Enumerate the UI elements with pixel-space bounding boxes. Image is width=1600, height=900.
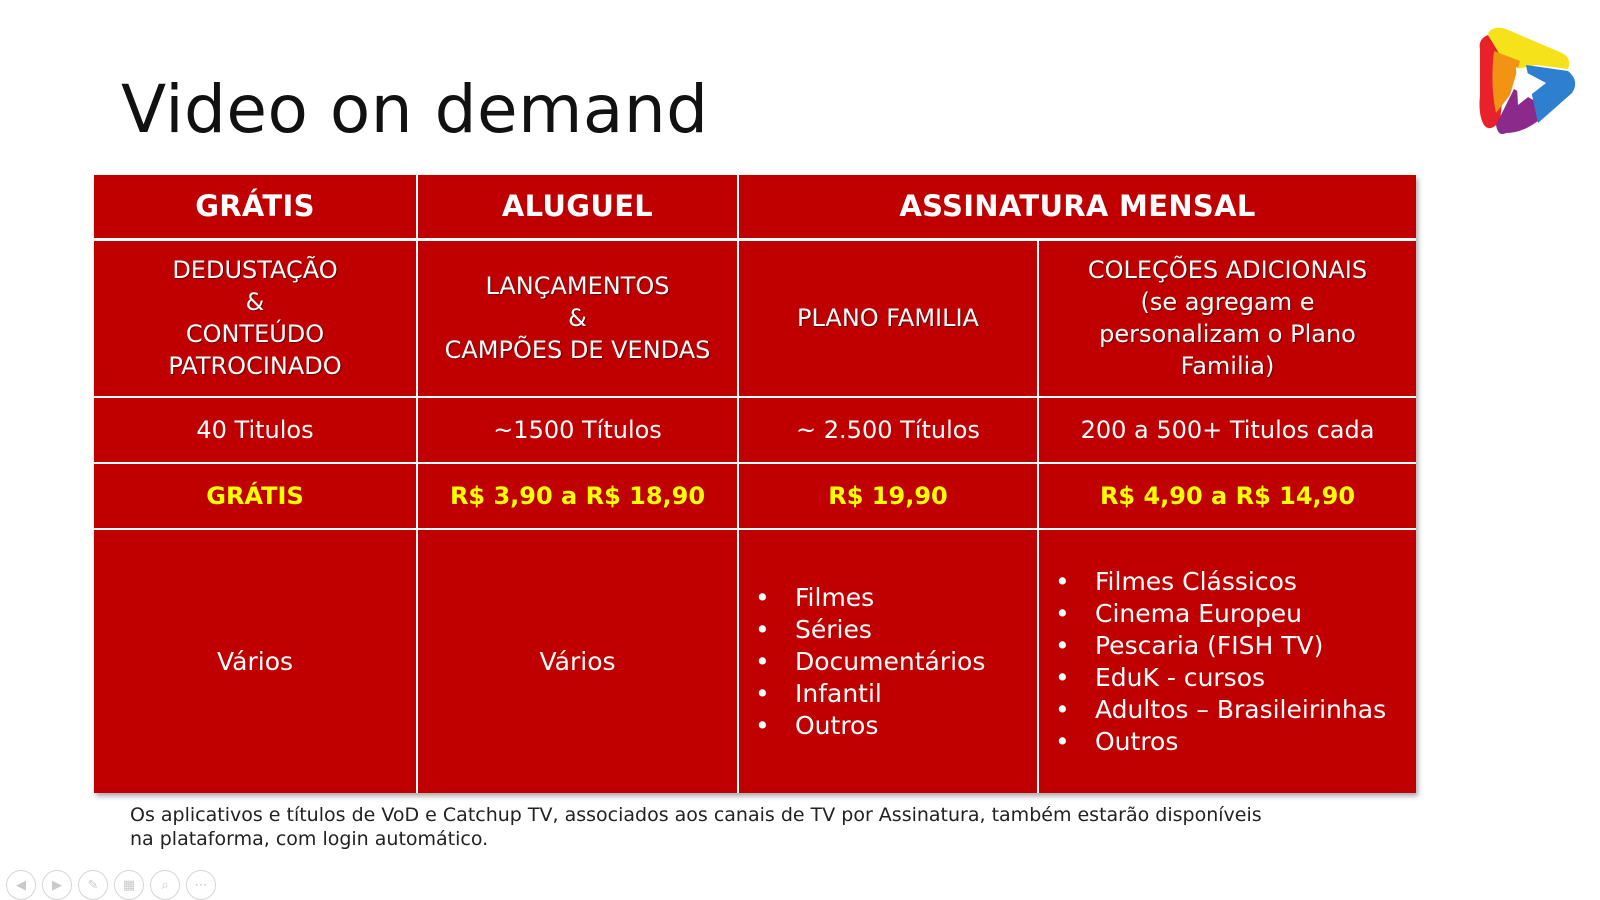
slides-grid-icon[interactable]: ▦ (114, 870, 144, 900)
desc-plano-familia: PLANO FAMILIA (737, 238, 1039, 398)
slideshow-toolbar: ◀ ▶ ✎ ▦ ⌕ ⋯ (6, 870, 216, 900)
content-familia: Filmes Séries Documentários Infantil Out… (737, 528, 1039, 793)
list-item: Filmes Clássicos (1049, 566, 1408, 598)
slide-title: Video on demand (121, 71, 709, 148)
desc-aluguel: LANÇAMENTOS & CAMPÕES DE VENDAS (416, 238, 739, 398)
titles-aluguel: ~1500 Títulos (416, 396, 739, 464)
pen-icon[interactable]: ✎ (78, 870, 108, 900)
list-item: Infantil (749, 678, 1029, 710)
previous-icon[interactable]: ◀ (6, 870, 36, 900)
list-item: EduK - cursos (1049, 662, 1408, 694)
titles-colecoes: 200 a 500+ Titulos cada (1037, 396, 1416, 464)
title-count-row: 40 Titulos ~1500 Títulos ~ 2.500 Títulos… (94, 396, 1416, 464)
desc-gratis-line: DEDUSTAÇÃO (172, 256, 338, 285)
price-aluguel: R$ 3,90 a R$ 18,90 (416, 462, 739, 530)
price-gratis: GRÁTIS (94, 462, 418, 530)
header-row: GRÁTIS ALUGUEL ASSINATURA MENSAL (94, 175, 1416, 241)
desc-colecoes-line: COLEÇÕES ADICIONAIS (1087, 256, 1368, 285)
footnote-line: na plataforma, com login automático. (130, 828, 489, 850)
vod-pricing-table: GRÁTIS ALUGUEL ASSINATURA MENSAL DEDUSTA… (94, 175, 1416, 793)
content-familia-list: Filmes Séries Documentários Infantil Out… (749, 582, 1029, 742)
zoom-icon[interactable]: ⌕ (150, 870, 180, 900)
list-item: Cinema Europeu (1049, 598, 1408, 630)
list-item: Pescaria (FISH TV) (1049, 630, 1408, 662)
titles-gratis: 40 Titulos (94, 396, 418, 464)
desc-gratis: DEDUSTAÇÃO & CONTEÚDO PATROCINADO (94, 238, 418, 398)
footnote: Os aplicativos e títulos de VoD e Catchu… (130, 803, 1310, 851)
header-aluguel: ALUGUEL (416, 175, 739, 241)
footnote-line: Os aplicativos e títulos de VoD e Catchu… (130, 804, 1262, 826)
desc-aluguel-line: LANÇAMENTOS (485, 272, 670, 301)
play-logo-icon (1479, 27, 1576, 134)
desc-gratis-line: & (245, 288, 265, 317)
list-item: Outros (1049, 726, 1408, 758)
price-familia: R$ 19,90 (737, 462, 1039, 530)
desc-colecoes-line: Familia) (1180, 352, 1275, 381)
desc-colecoes-adicionais: COLEÇÕES ADICIONAIS (se agregam e person… (1037, 238, 1416, 398)
content-aluguel: Vários (416, 528, 739, 793)
list-item: Adultos – Brasileirinhas (1049, 694, 1408, 726)
desc-colecoes-line: (se agregam e (1140, 288, 1315, 317)
desc-gratis-line: PATROCINADO (168, 352, 342, 381)
list-item: Outros (749, 710, 1029, 742)
content-colecoes-list: Filmes Clássicos Cinema Europeu Pescaria… (1049, 566, 1408, 758)
desc-gratis-line: CONTEÚDO (185, 320, 325, 349)
content-gratis: Vários (94, 528, 418, 793)
description-row: DEDUSTAÇÃO & CONTEÚDO PATROCINADO LANÇAM… (94, 238, 1416, 398)
list-item: Filmes (749, 582, 1029, 614)
next-icon[interactable]: ▶ (42, 870, 72, 900)
price-colecoes: R$ 4,90 a R$ 14,90 (1037, 462, 1416, 530)
list-item: Documentários (749, 646, 1029, 678)
content-colecoes: Filmes Clássicos Cinema Europeu Pescaria… (1037, 528, 1416, 793)
content-row: Vários Vários Filmes Séries Documentário… (94, 528, 1416, 793)
desc-aluguel-line: & (568, 304, 587, 333)
desc-aluguel-line: CAMPÕES DE VENDAS (444, 336, 711, 365)
list-item: Séries (749, 614, 1029, 646)
header-assinatura-mensal: ASSINATURA MENSAL (737, 175, 1416, 241)
header-gratis: GRÁTIS (94, 175, 418, 241)
titles-familia: ~ 2.500 Títulos (737, 396, 1039, 464)
desc-familia-line: PLANO FAMILIA (797, 304, 979, 333)
price-row: GRÁTIS R$ 3,90 a R$ 18,90 R$ 19,90 R$ 4,… (94, 462, 1416, 530)
more-options-icon[interactable]: ⋯ (186, 870, 216, 900)
desc-colecoes-line: personalizam o Plano (1099, 320, 1356, 349)
